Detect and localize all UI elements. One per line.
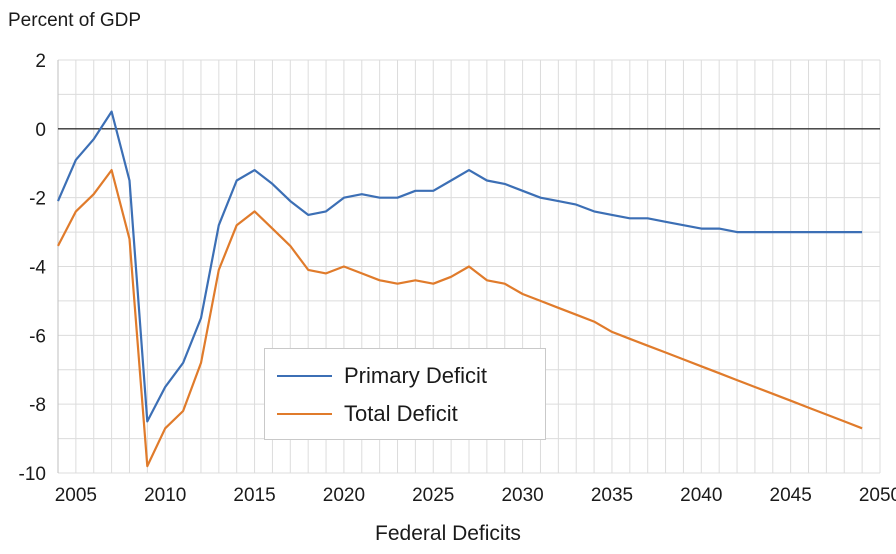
y-tick-label: -8 [29,395,46,416]
x-tick-label: 2035 [591,485,633,506]
legend-label-primary-deficit: Primary Deficit [344,363,488,388]
y-tick-label: -2 [29,189,46,210]
x-tick-label: 2020 [323,485,365,506]
x-tick-labels: 2005 2010 2015 2020 2025 2030 2035 2040 2045 2050 [55,485,896,506]
series-line-total-deficit [57,169,863,468]
x-tick-label: 2015 [233,485,275,506]
y-tick-label: -10 [19,464,46,485]
legend: Primary Deficit Total Deficit [264,348,546,440]
series-lines [56,110,863,468]
legend-item-primary-deficit: Primary Deficit [277,361,487,391]
legend-item-total-deficit: Total Deficit [277,399,458,429]
x-tick-label: 2010 [144,485,186,506]
x-tick-label: 2050 [859,485,896,506]
legend-label-total-deficit: Total Deficit [344,401,458,426]
y-tick-label: 2 [35,51,46,72]
y-tick-label: 0 [35,120,46,141]
x-axis-title: Federal Deficits [375,522,521,545]
series-line-primary-deficit [56,110,863,423]
x-tick-label: 2005 [55,485,97,506]
x-tick-label: 2030 [501,485,543,506]
x-tick-label: 2025 [412,485,454,506]
legend-swatch-primary-deficit [277,375,332,377]
x-tick-label: 2040 [680,485,722,506]
y-tick-labels: 2 0 -2 -4 -6 -8 -10 [19,51,47,485]
y-tick-label: -6 [29,326,46,347]
legend-swatch-total-deficit [277,413,332,415]
x-tick-label: 2045 [770,485,812,506]
y-tick-label: -4 [29,258,46,279]
y-axis-title: Percent of GDP [8,10,142,31]
